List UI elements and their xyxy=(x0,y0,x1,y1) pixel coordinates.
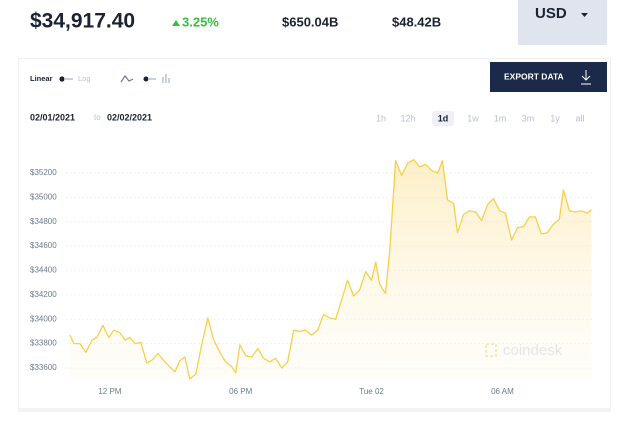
y-tick-label: $34600 xyxy=(30,241,57,250)
date-separator: to xyxy=(94,113,101,122)
area-icon-dot[interactable] xyxy=(143,76,149,82)
time-button[interactable]: 1h xyxy=(376,113,386,123)
x-tick-label: Tue 02 xyxy=(359,387,384,396)
currency[interactable]: USD xyxy=(535,5,567,22)
time-button[interactable]: 1y xyxy=(550,113,560,123)
x-tick-label: 06 AM xyxy=(491,387,514,396)
time-button[interactable]: 1m xyxy=(494,113,507,123)
date-to: 02/02/2021 xyxy=(107,112,152,122)
change: 3.25% xyxy=(182,14,219,29)
caret xyxy=(581,13,588,17)
area-fill xyxy=(70,159,592,381)
download-icon xyxy=(581,70,591,85)
price: $34,917.40 xyxy=(30,10,135,33)
x-tick-label: 06 PM xyxy=(229,387,252,396)
volume: $48.42B xyxy=(392,14,441,29)
time-button[interactable]: 12h xyxy=(400,113,415,123)
y-tick-label: $35000 xyxy=(30,192,57,201)
price-line xyxy=(69,158,592,380)
time-button[interactable]: 1w xyxy=(467,113,479,123)
y-tick-label: $33600 xyxy=(30,363,57,372)
line-icon[interactable] xyxy=(120,74,134,83)
up-arrow xyxy=(172,20,180,26)
bar-icon[interactable] xyxy=(162,74,170,83)
market-cap: $650.04B xyxy=(282,14,338,29)
y-tick-label: $33800 xyxy=(30,339,57,348)
card-bottom xyxy=(18,408,611,412)
y-tick-label: $34800 xyxy=(30,217,57,226)
export-button[interactable] xyxy=(490,62,607,92)
y-tick-label: $34000 xyxy=(30,314,57,323)
watermark: coindesk xyxy=(503,342,563,359)
y-tick-label: $34400 xyxy=(30,266,57,275)
time-button[interactable]: all xyxy=(575,113,584,123)
y-tick-label: $34200 xyxy=(30,290,57,299)
time-button[interactable]: 3m xyxy=(522,113,535,123)
time-button-bg[interactable] xyxy=(432,111,454,126)
export-label[interactable]: EXPORT DATA xyxy=(504,71,564,81)
time-button[interactable]: 1d xyxy=(438,113,449,123)
toggle-dot[interactable] xyxy=(59,76,65,82)
linear-label[interactable]: Linear xyxy=(30,74,53,83)
date-from: 02/01/2021 xyxy=(30,112,75,122)
y-tick-label: $35200 xyxy=(30,168,57,177)
log-label[interactable]: Log xyxy=(78,74,91,83)
x-tick-label: 12 PM xyxy=(98,387,121,396)
currency-select[interactable] xyxy=(518,0,607,45)
